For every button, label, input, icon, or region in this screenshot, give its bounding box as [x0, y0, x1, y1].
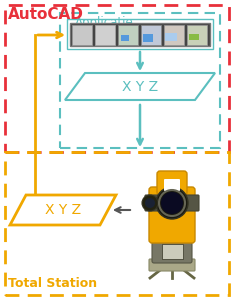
FancyBboxPatch shape: [70, 23, 210, 46]
FancyBboxPatch shape: [145, 195, 199, 211]
FancyBboxPatch shape: [143, 34, 153, 42]
FancyBboxPatch shape: [152, 237, 192, 263]
FancyBboxPatch shape: [164, 179, 180, 191]
FancyBboxPatch shape: [67, 19, 213, 49]
FancyBboxPatch shape: [189, 34, 199, 40]
FancyBboxPatch shape: [149, 187, 195, 243]
FancyBboxPatch shape: [149, 259, 195, 271]
Text: X Y Z: X Y Z: [122, 80, 158, 94]
FancyBboxPatch shape: [95, 25, 114, 44]
FancyBboxPatch shape: [72, 25, 91, 44]
Circle shape: [142, 195, 158, 211]
FancyBboxPatch shape: [117, 25, 138, 44]
Text: X Y Z: X Y Z: [45, 203, 81, 217]
FancyBboxPatch shape: [161, 244, 183, 259]
Circle shape: [156, 187, 188, 219]
Polygon shape: [10, 195, 116, 225]
FancyBboxPatch shape: [157, 171, 187, 195]
FancyBboxPatch shape: [186, 25, 206, 44]
FancyBboxPatch shape: [140, 25, 161, 44]
FancyBboxPatch shape: [164, 25, 183, 44]
Circle shape: [145, 198, 155, 208]
Text: Applicatie: Applicatie: [75, 16, 134, 29]
FancyBboxPatch shape: [165, 33, 177, 41]
Text: AutoCAD: AutoCAD: [8, 7, 84, 22]
Circle shape: [161, 192, 183, 214]
Polygon shape: [65, 73, 215, 100]
FancyBboxPatch shape: [121, 35, 129, 41]
Text: Total Station: Total Station: [8, 277, 97, 290]
